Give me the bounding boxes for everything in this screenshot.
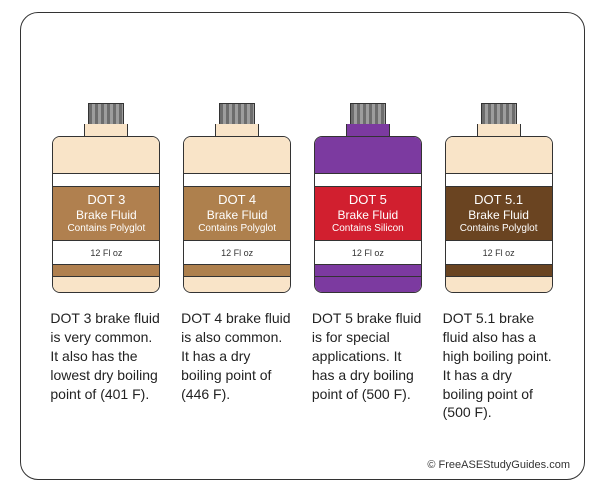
cap-icon [481,103,517,125]
label-line3: Contains Silicon [332,223,404,236]
volume-band: 12 Fl oz [446,241,552,265]
cap-icon [88,103,124,125]
neck [215,124,259,136]
label-line2: Brake Fluid [338,208,399,223]
bottle-body: DOT 3 Brake Fluid Contains Polyglot 12 F… [52,136,160,293]
accent-band [184,265,290,277]
volume-band: 12 Fl oz [53,241,159,265]
foot-fill [315,277,421,292]
bottle-dot4: DOT 4 Brake Fluid Contains Polyglot 12 F… [181,103,293,293]
white-band [53,173,159,187]
description-row: DOT 3 brake fluid is very common. It als… [21,309,584,422]
white-band [315,173,421,187]
bottle-row: DOT 3 Brake Fluid Contains Polyglot 12 F… [21,103,584,293]
bottle-dot5: DOT 5 Brake Fluid Contains Silicon 12 Fl… [312,103,424,293]
white-band [184,173,290,187]
label-line3: Contains Polyglot [460,223,538,236]
label-band: DOT 3 Brake Fluid Contains Polyglot [53,187,159,241]
volume-band: 12 Fl oz [184,241,290,265]
label-line1: DOT 4 [218,192,256,208]
top-fill [446,137,552,173]
canvas: DOT 3 Brake Fluid Contains Polyglot 12 F… [0,0,605,500]
bottle-dot3: DOT 3 Brake Fluid Contains Polyglot 12 F… [50,103,162,293]
neck [477,124,521,136]
top-fill [184,137,290,173]
label-line3: Contains Polyglot [198,223,276,236]
label-line3: Contains Polyglot [67,223,145,236]
label-line1: DOT 5.1 [474,192,523,208]
desc-dot3: DOT 3 brake fluid is very common. It als… [50,309,162,422]
desc-dot4: DOT 4 brake fluid is also common. It has… [181,309,293,422]
accent-band [53,265,159,277]
neck [84,124,128,136]
bottle-body: DOT 5 Brake Fluid Contains Silicon 12 Fl… [314,136,422,293]
label-line2: Brake Fluid [207,208,268,223]
bottle-body: DOT 4 Brake Fluid Contains Polyglot 12 F… [183,136,291,293]
bottle-body: DOT 5.1 Brake Fluid Contains Polyglot 12… [445,136,553,293]
top-fill [315,137,421,173]
white-band [446,173,552,187]
foot-fill [446,277,552,292]
desc-dot51: DOT 5.1 brake fluid also has a high boil… [443,309,555,422]
label-line1: DOT 5 [349,192,387,208]
cap-icon [219,103,255,125]
top-fill [53,137,159,173]
label-line2: Brake Fluid [468,208,529,223]
credit-text: © FreeASEStudyGuides.com [427,459,570,471]
label-band: DOT 5 Brake Fluid Contains Silicon [315,187,421,241]
accent-band [315,265,421,277]
foot-fill [53,277,159,292]
frame: DOT 3 Brake Fluid Contains Polyglot 12 F… [20,12,585,480]
volume-band: 12 Fl oz [315,241,421,265]
bottle-graphic: DOT 4 Brake Fluid Contains Polyglot 12 F… [183,103,291,293]
accent-band [446,265,552,277]
bottle-graphic: DOT 5 Brake Fluid Contains Silicon 12 Fl… [314,103,422,293]
label-line2: Brake Fluid [76,208,137,223]
foot-fill [184,277,290,292]
desc-dot5: DOT 5 brake fluid is for special applica… [312,309,424,422]
label-band: DOT 5.1 Brake Fluid Contains Polyglot [446,187,552,241]
cap-icon [350,103,386,125]
bottle-dot51: DOT 5.1 Brake Fluid Contains Polyglot 12… [443,103,555,293]
bottle-graphic: DOT 5.1 Brake Fluid Contains Polyglot 12… [445,103,553,293]
label-band: DOT 4 Brake Fluid Contains Polyglot [184,187,290,241]
label-line1: DOT 3 [87,192,125,208]
neck [346,124,390,136]
bottle-graphic: DOT 3 Brake Fluid Contains Polyglot 12 F… [52,103,160,293]
